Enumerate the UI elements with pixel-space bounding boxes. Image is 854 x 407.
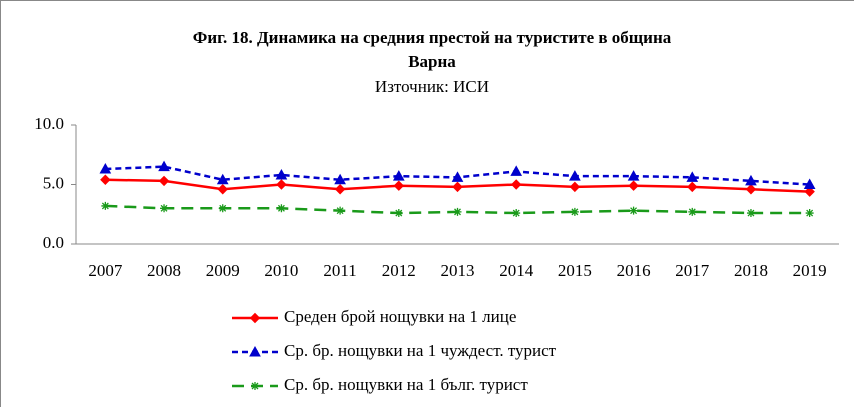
x-tick-label: 2018 xyxy=(734,261,768,280)
point xyxy=(803,178,816,189)
point xyxy=(216,173,229,185)
y-tick-label: 0.0 xyxy=(43,233,64,252)
point xyxy=(217,184,228,195)
legend-label: Ср. бр. нощувки на 1 бълг. турист xyxy=(284,375,528,394)
x-tick-label: 2015 xyxy=(558,261,592,280)
point xyxy=(334,184,346,195)
chart-subtitle: Източник: ИСИ xyxy=(375,77,489,96)
legend-marker xyxy=(249,345,261,357)
x-tick-label: 2014 xyxy=(499,261,534,280)
point xyxy=(99,163,112,174)
point xyxy=(276,179,287,190)
point xyxy=(569,170,581,181)
legend-marker xyxy=(251,382,259,390)
point xyxy=(160,204,169,213)
x-tick-label: 2010 xyxy=(264,261,298,280)
point xyxy=(336,206,345,215)
point xyxy=(804,186,815,197)
point xyxy=(394,209,403,218)
point xyxy=(510,165,523,176)
x-tick-label: 2009 xyxy=(206,261,240,280)
point xyxy=(218,204,227,213)
x-tick-label: 2012 xyxy=(382,261,416,280)
point xyxy=(745,184,757,195)
x-tick-label: 2017 xyxy=(675,261,710,280)
x-tick-label: 2007 xyxy=(88,261,123,280)
point xyxy=(686,171,699,182)
y-tick-label: 5.0 xyxy=(43,173,64,192)
x-tick-label: 2019 xyxy=(793,261,827,280)
point xyxy=(277,204,286,213)
point xyxy=(688,207,697,216)
point xyxy=(451,171,464,182)
point xyxy=(627,170,640,181)
point xyxy=(452,181,463,193)
legend-marker xyxy=(249,312,261,324)
point xyxy=(158,175,170,187)
point xyxy=(687,181,698,193)
point xyxy=(745,174,757,186)
chart-title-line2: Варна xyxy=(408,52,456,71)
point xyxy=(510,179,522,190)
point xyxy=(746,209,755,218)
chart-title: Фиг. 18. Динамика на средния престой на … xyxy=(193,28,672,47)
point xyxy=(392,170,405,181)
point xyxy=(334,173,346,185)
point xyxy=(629,206,638,215)
point xyxy=(101,201,110,210)
point xyxy=(805,209,814,218)
x-tick-label: 2008 xyxy=(147,261,181,280)
point xyxy=(569,181,581,193)
point xyxy=(453,207,462,216)
point xyxy=(100,174,111,185)
legend-label: Среден брой нощувки на 1 лице xyxy=(284,307,516,326)
point xyxy=(158,160,170,172)
x-tick-label: 2016 xyxy=(617,261,651,280)
x-tick-label: 2013 xyxy=(441,261,475,280)
y-tick-label: 10.0 xyxy=(34,114,64,133)
point xyxy=(628,180,639,191)
legend-label: Ср. бр. нощувки на 1 чуждест. турист xyxy=(284,341,557,360)
point xyxy=(275,168,288,180)
point xyxy=(512,209,521,218)
point xyxy=(570,207,579,216)
point xyxy=(393,180,405,191)
x-tick-label: 2011 xyxy=(323,261,356,280)
